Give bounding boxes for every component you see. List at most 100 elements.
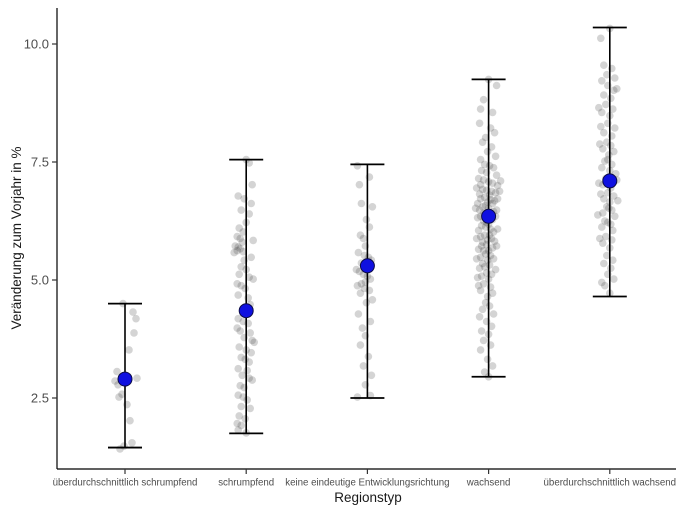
jitter-point: [598, 108, 606, 117]
jitter-point: [598, 77, 606, 85]
jitter-point: [483, 256, 492, 265]
jitter-point: [239, 393, 247, 401]
jitter-point: [479, 280, 488, 288]
jitter-point: [233, 324, 241, 332]
jitter-point: [485, 231, 494, 239]
jitter-point: [352, 265, 361, 274]
jitter-point: [599, 145, 607, 153]
jitter-point: [603, 203, 611, 211]
jitter-point: [473, 199, 482, 208]
jitter-point: [234, 291, 242, 299]
jitter-point: [475, 264, 484, 273]
jitter-point: [353, 281, 362, 290]
jitter-point: [360, 251, 369, 260]
jitter-point: [597, 122, 605, 131]
jitter-point: [247, 253, 255, 262]
jitter-point: [354, 248, 363, 257]
jitter-point: [237, 263, 245, 271]
jitter-point: [493, 195, 502, 203]
jitter-point: [241, 415, 249, 423]
jitter-point: [362, 215, 371, 224]
jitter-point: [355, 180, 364, 189]
jitter-point: [478, 305, 487, 314]
jitter-point: [477, 272, 486, 281]
y-tick-label: 10.0: [24, 37, 49, 52]
mean-points-layer: [117, 173, 618, 387]
jitter-point: [477, 221, 486, 230]
jitter-point: [113, 367, 121, 376]
jitter-point: [476, 105, 485, 113]
jitter-point: [133, 374, 141, 383]
jitter-point: [368, 203, 377, 211]
jitter-point: [483, 292, 492, 301]
jitter-point: [481, 223, 490, 231]
jitter-point: [237, 421, 245, 430]
jitter-point: [614, 196, 622, 205]
jitter-point: [237, 281, 245, 290]
jitter-point: [472, 234, 481, 243]
jitter-point: [245, 159, 253, 167]
jitter-point: [480, 368, 489, 376]
jitter-point: [597, 190, 605, 198]
jitter-point: [488, 179, 497, 187]
mean-point: [359, 258, 375, 274]
axes-layer: [56, 8, 676, 470]
jitter-point: [607, 220, 615, 229]
jitter-point: [237, 402, 245, 411]
jitter-point: [248, 180, 256, 189]
jitter-point: [235, 412, 243, 420]
jitter-point: [354, 310, 363, 318]
jitter-point: [477, 242, 486, 250]
jitter-point: [230, 248, 238, 257]
jitter-point: [481, 298, 490, 307]
jitter-point: [359, 362, 368, 370]
jitter-point: [595, 179, 603, 187]
jitter-point: [481, 133, 490, 142]
jitter-point: [487, 143, 496, 151]
x-tick-label: wachsend: [466, 478, 511, 489]
x-tick-label: keine eindeutige Entwicklungsrichtung: [285, 478, 449, 489]
jitter-point: [234, 314, 242, 323]
jitter-point: [247, 348, 255, 357]
jitter-point: [493, 181, 502, 190]
jitter-point: [129, 308, 137, 316]
jitter-point: [111, 377, 119, 385]
jitter-point: [607, 94, 615, 103]
jitter-point: [245, 358, 253, 366]
jitter-point: [125, 346, 133, 354]
jitter-point: [475, 119, 484, 128]
jitter-point: [474, 245, 483, 254]
jitter-point: [238, 238, 246, 246]
jitter-point: [126, 416, 134, 425]
jitter-point: [496, 177, 505, 185]
jitter-point: [605, 204, 613, 213]
jitter-point: [245, 273, 253, 282]
jitter-point: [118, 390, 126, 399]
jitter-point: [233, 232, 241, 241]
jitter-point: [247, 199, 255, 208]
jitter-point: [492, 81, 501, 90]
jitter-point: [600, 259, 608, 268]
jitter-point: [246, 404, 254, 413]
jitter-point: [245, 374, 253, 383]
jitter-point: [492, 242, 501, 250]
jitter-point: [488, 289, 497, 298]
jitter-point: [356, 231, 365, 239]
jitter-point: [613, 85, 621, 93]
jitter-point: [600, 61, 608, 69]
jitter-point: [601, 157, 609, 165]
jitter-point: [477, 166, 486, 175]
tick-labels-layer: 2.5 5.0 7.5 10.0 überdurchschnittlich schrum…: [24, 37, 676, 489]
jitter-point: [480, 193, 489, 202]
jitter-point: [600, 128, 608, 137]
jitter-point: [473, 213, 482, 222]
jitter-point: [359, 234, 368, 243]
jitter-point: [611, 74, 619, 82]
jitter-point: [366, 275, 375, 283]
jitter-point: [487, 270, 496, 279]
jitter-point: [353, 162, 362, 170]
jitter-point: [234, 426, 242, 434]
jitter-point: [116, 445, 124, 453]
jitter-point: [243, 396, 251, 404]
jitter-point: [599, 239, 607, 247]
